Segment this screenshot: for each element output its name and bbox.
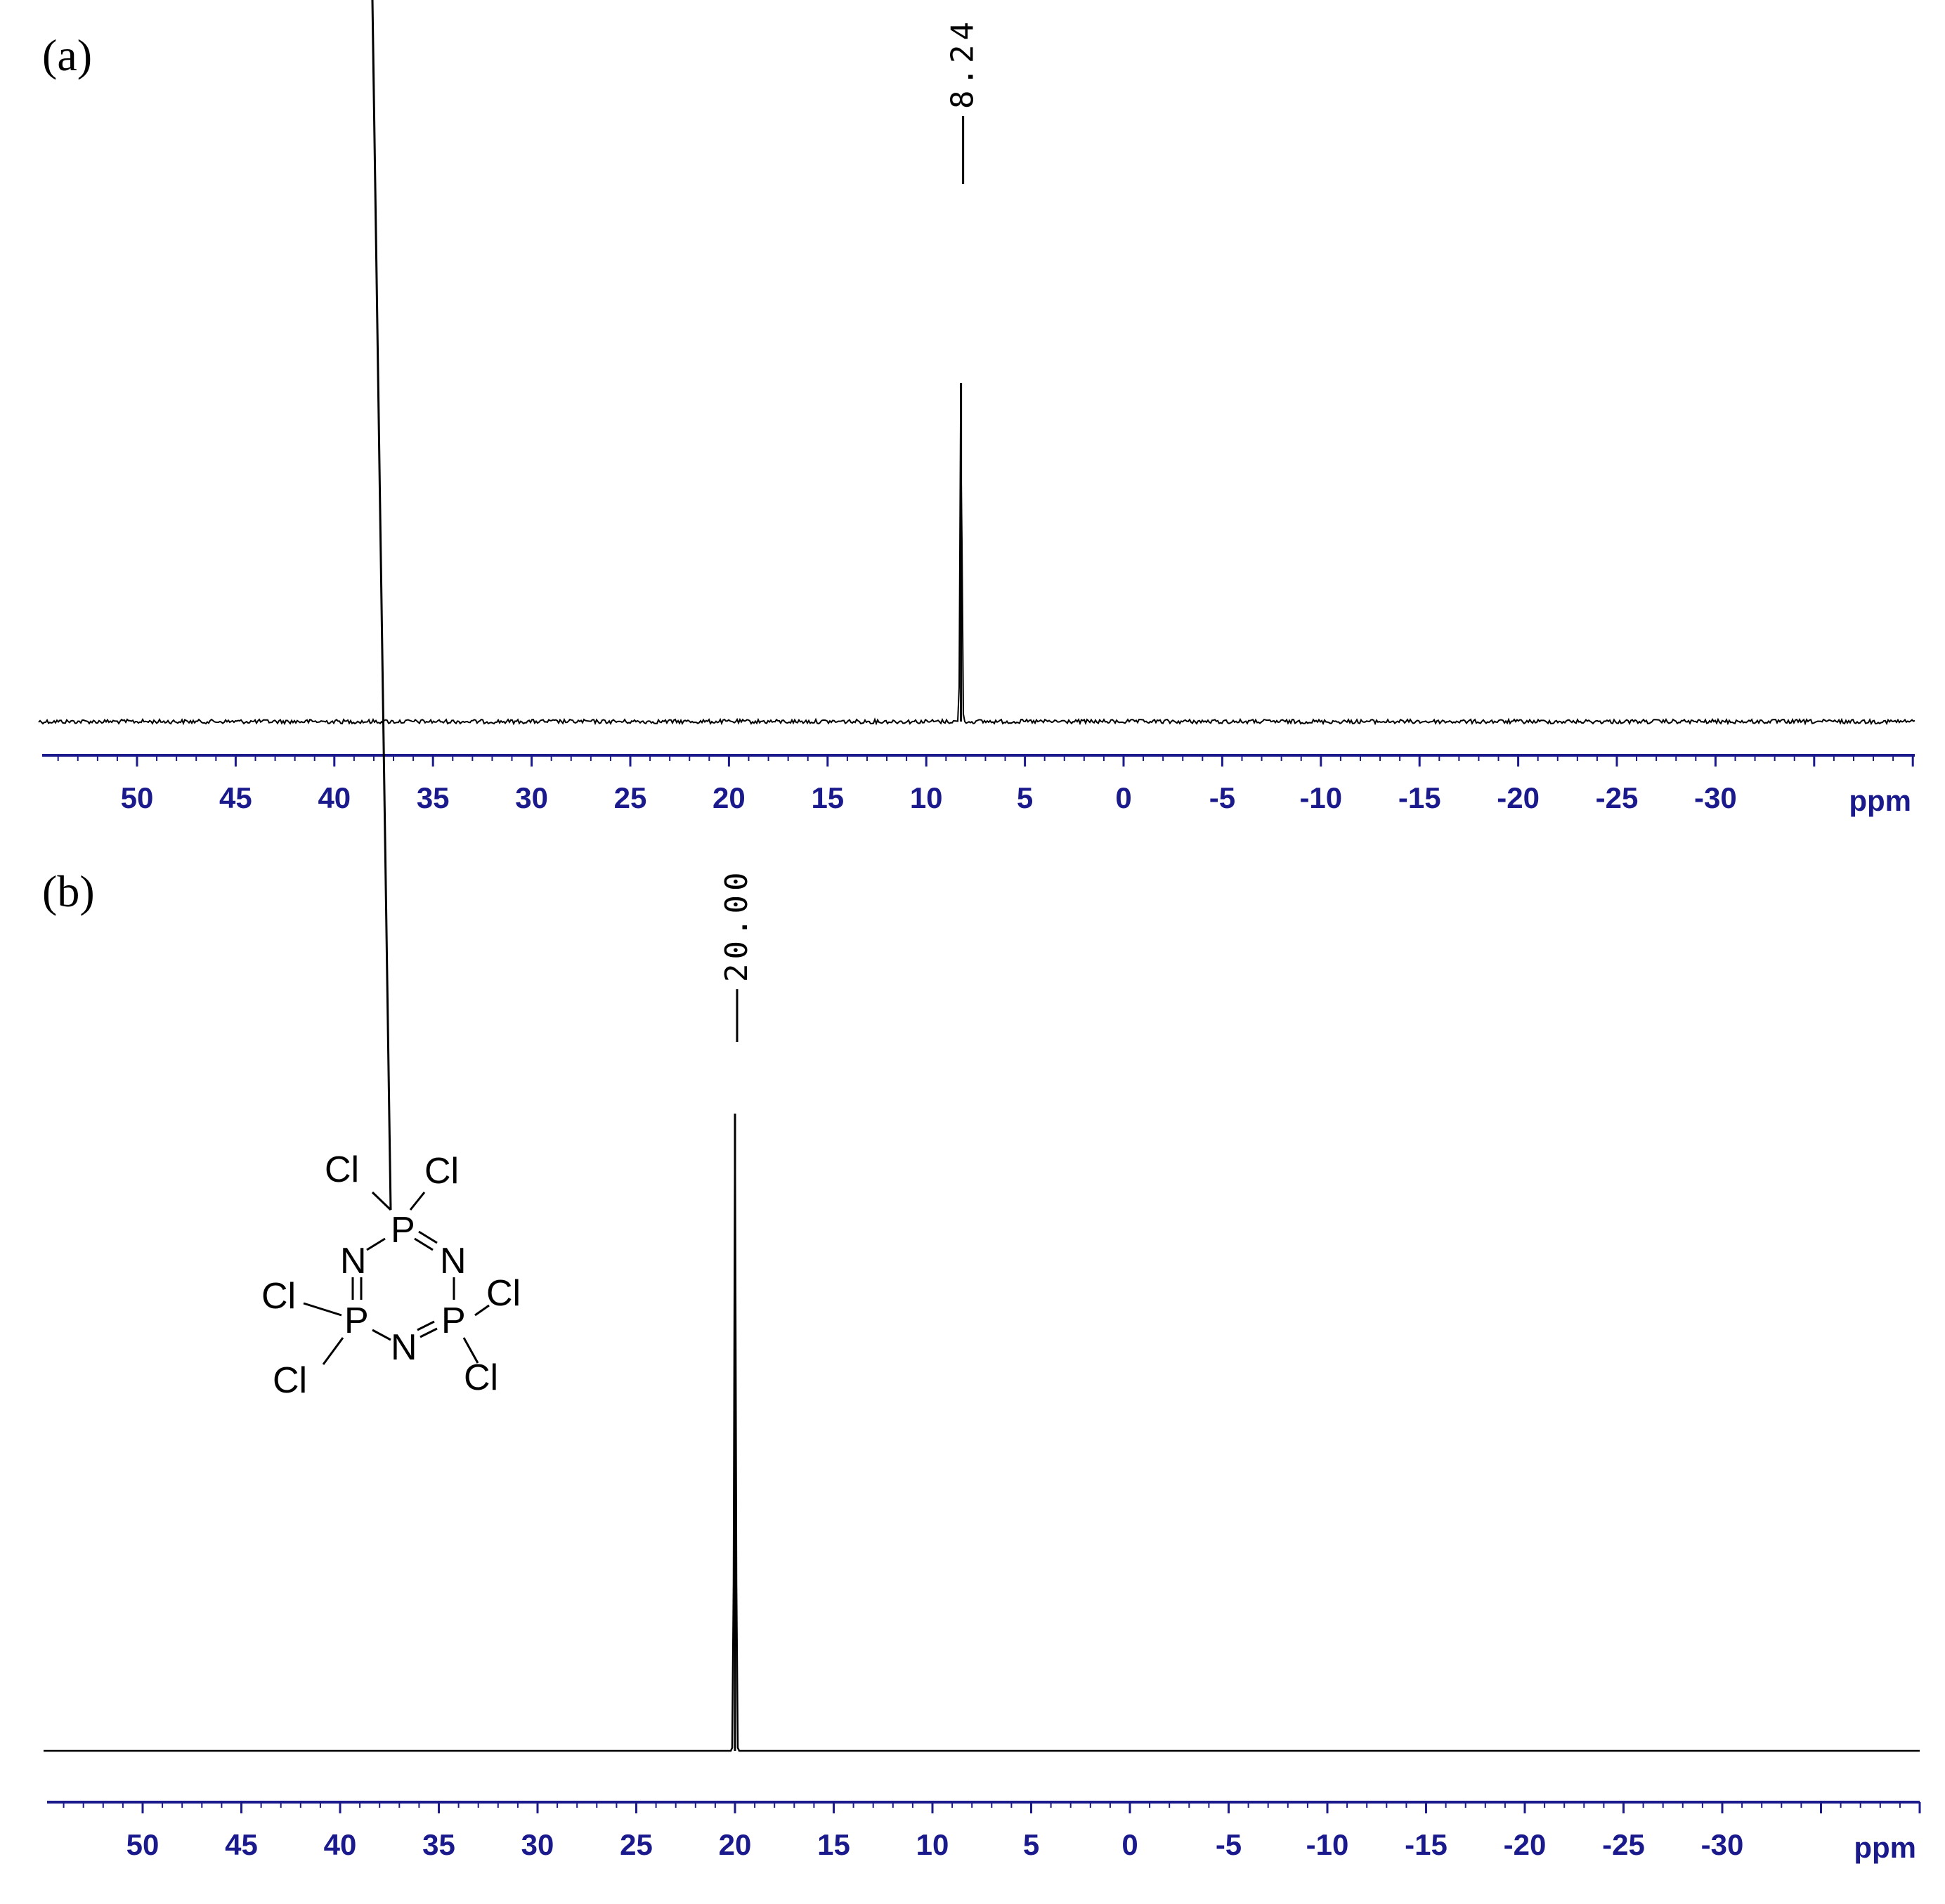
peak-markers-a: 8.24: [945, 18, 981, 184]
bond-p2-cl3: [303, 1302, 342, 1317]
atom-cl-6: Cl: [464, 1357, 498, 1398]
tick-label: -5: [1209, 781, 1235, 814]
tick-label: 15: [811, 781, 844, 814]
tick-label: 50: [121, 781, 154, 814]
atom-cl-1: Cl: [325, 1149, 359, 1190]
tick-label: -15: [1405, 1828, 1448, 1861]
bond-p3-cl5: [474, 1304, 490, 1317]
peak-value-label: 8.24: [945, 18, 981, 109]
bond-p1-cl1b: [371, 1191, 392, 1211]
tick-label: 0: [1115, 781, 1131, 814]
tick-label: 5: [1017, 781, 1033, 814]
tick-label: 25: [620, 1828, 653, 1861]
tick-label: 25: [614, 781, 647, 814]
panel-label-b: (b): [42, 866, 95, 916]
spectrum-trace-a: [38, 383, 1915, 726]
atom-p-2: P: [344, 1300, 369, 1341]
x-axis-unit-label: ppm: [1849, 784, 1911, 817]
x-axis-b: 50 45 40 35 30 25 20 15 10 5 0 -5 -10 -15 -20 -25 -30 ppm: [47, 1801, 1921, 1864]
tick-label: 15: [817, 1828, 850, 1861]
peak-value-label: 20.00: [719, 868, 755, 982]
tick-label: -5: [1216, 1828, 1242, 1861]
bond-p2-cl4: [322, 1337, 344, 1365]
tick-label: 30: [515, 781, 548, 814]
atom-cl-3: Cl: [261, 1276, 296, 1317]
bond-p1-n1: [366, 1237, 386, 1251]
atom-p-1: P: [391, 1210, 415, 1251]
peak-markers-b: 20.00: [719, 868, 755, 1042]
bond-p1-n2: [414, 1237, 434, 1251]
panel-label-a: (a): [42, 30, 92, 80]
tick-label: 30: [521, 1828, 554, 1861]
atom-cl-5: Cl: [486, 1273, 521, 1314]
tick-label: 40: [324, 1828, 357, 1861]
atom-n-2: N: [440, 1241, 467, 1282]
bond-p1-n2-double: [418, 1230, 438, 1244]
tick-label: -10: [1306, 1828, 1349, 1861]
tick-label: -25: [1602, 1828, 1645, 1861]
bond-p1-cl2: [409, 1192, 426, 1211]
bond-p1-cl1: [371, 0, 392, 1211]
tick-label: -10: [1299, 781, 1342, 814]
tick-label: -20: [1504, 1828, 1547, 1861]
tick-label: 45: [219, 781, 252, 814]
tick-label: 35: [417, 781, 450, 814]
spectrum-panel-b: (b) 20.00 50 45 40 35 30 25 20 15 10 5 0 -5 -10 -15 -2…: [42, 0, 1921, 1864]
tick-label: 20: [713, 781, 746, 814]
spectrum-panel-a: (a) 8.24 50 45 40 35 30 25 20 15 10 5 0 -5 -10 -15 -20…: [38, 18, 1915, 817]
tick-label: 5: [1023, 1828, 1039, 1861]
x-axis-a: 50 45 40 35 30 25 20 15 10 5 0 -5 -10 -15 -20 -25 -30 ppm: [42, 754, 1915, 817]
tick-label: -20: [1497, 781, 1540, 814]
tick-label: -25: [1596, 781, 1639, 814]
tick-label: 10: [916, 1828, 949, 1861]
tick-label: -30: [1694, 781, 1737, 814]
atom-cl-2: Cl: [424, 1151, 459, 1192]
tick-label: 50: [126, 1828, 160, 1861]
x-axis-unit-label: ppm: [1854, 1831, 1916, 1864]
tick-label: 40: [318, 781, 351, 814]
atom-cl-4: Cl: [273, 1360, 307, 1401]
spectrum-line: [44, 1113, 1920, 1752]
tick-label: 45: [225, 1828, 258, 1861]
bond-p3-cl6: [462, 1337, 479, 1364]
bond-n3-p3: [419, 1327, 438, 1338]
atom-n-1: N: [340, 1241, 367, 1282]
hexachlorocyclotriphosphazene-structure: Cl Cl P N N Cl P N P Cl Cl Cl: [261, 0, 521, 1401]
spectrum-line: [38, 424, 1915, 726]
spectrum-trace-b: [44, 1113, 1920, 1752]
bond-p2-n3: [372, 1329, 391, 1341]
tick-label: 10: [910, 781, 943, 814]
atom-n-3: N: [391, 1327, 417, 1368]
tick-label: 20: [719, 1828, 752, 1861]
tick-label: 35: [422, 1828, 455, 1861]
tick-label: 0: [1121, 1828, 1138, 1861]
atom-p-3: P: [441, 1300, 466, 1341]
tick-label: -30: [1701, 1828, 1744, 1861]
tick-label: -15: [1398, 781, 1441, 814]
bond-n3-p3-double: [417, 1320, 435, 1331]
